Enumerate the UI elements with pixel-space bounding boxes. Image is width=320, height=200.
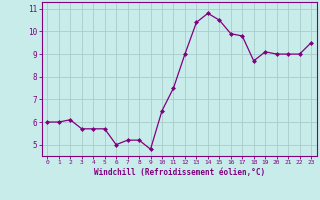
X-axis label: Windchill (Refroidissement éolien,°C): Windchill (Refroidissement éolien,°C) <box>94 168 265 177</box>
